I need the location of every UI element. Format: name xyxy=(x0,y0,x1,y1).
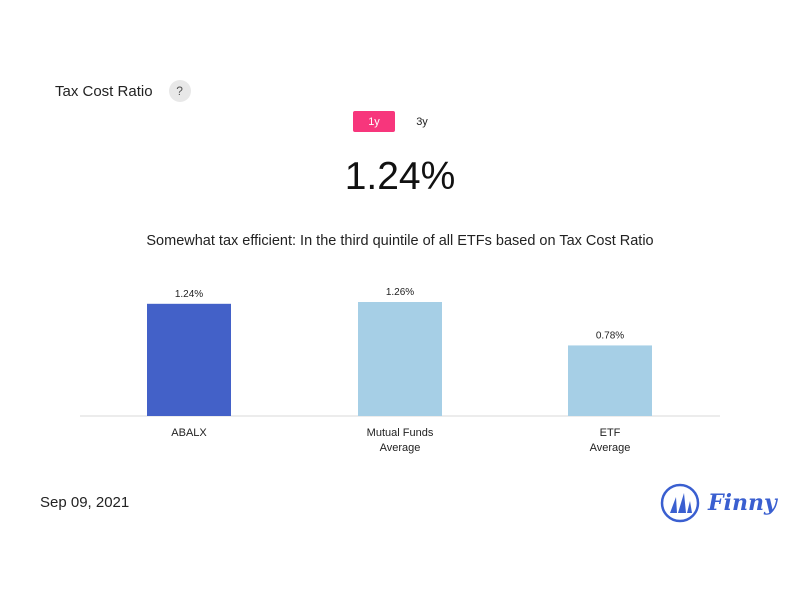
bar-1[interactable] xyxy=(358,302,442,416)
category-label-2-0: ETF xyxy=(600,427,621,439)
finny-logo[interactable]: Finny xyxy=(660,483,777,523)
bar-chart: 1.24% ABALX 1.26% Mutual Funds Average 0.78% E… xyxy=(80,287,720,454)
value-label-0: 1.24% xyxy=(175,289,203,300)
tab-1y[interactable]: 1y xyxy=(353,111,395,132)
chart-header: Tax Cost Ratio ? xyxy=(55,80,191,102)
period-tabs: 1y 3y xyxy=(353,111,443,132)
category-label-2-1: Average xyxy=(590,442,631,454)
bar-0[interactable] xyxy=(147,303,231,416)
category-label-1-0: Mutual Funds xyxy=(367,427,434,439)
brand-name: Finny xyxy=(708,490,777,516)
value-label-1: 1.26% xyxy=(386,287,414,298)
value-label-2: 0.78% xyxy=(596,330,624,341)
as-of-date: Sep 09, 2021 xyxy=(40,494,130,511)
tab-3y[interactable]: 3y xyxy=(416,115,428,128)
category-label-0-0: ABALX xyxy=(171,427,207,439)
bar-2[interactable] xyxy=(568,345,652,416)
tax-cost-ratio-value: 1.24% xyxy=(344,155,456,198)
chart-title: Tax Cost Ratio xyxy=(55,82,153,100)
help-icon[interactable]: ? xyxy=(168,80,191,102)
category-label-1-1: Average xyxy=(380,442,421,454)
efficiency-description: Somewhat tax efficient: In the third qui… xyxy=(146,233,654,249)
sailboat-icon xyxy=(660,483,700,523)
